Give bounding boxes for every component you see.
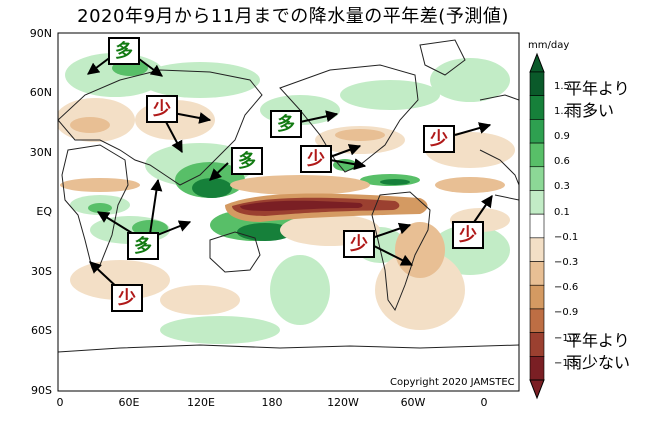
colorbar [529, 52, 545, 400]
colorbar-segment [529, 261, 545, 286]
colorbar-tick-6: 0.1 [554, 207, 570, 218]
lon-label-120e: 120E [187, 396, 215, 409]
lat-label-90s: 90S [31, 384, 52, 397]
label-less-south-atlantic: 少 [452, 221, 484, 249]
colorbar-tick-10: −0.9 [554, 307, 579, 318]
note-wet-line1: 平年より [566, 79, 630, 98]
label-more-arctic: 多 [108, 37, 140, 65]
colorbar-segment [529, 308, 545, 333]
map-title: 2020年9月から11月までの降水量の平年差(予測値) [77, 6, 509, 27]
colorbar-tick-3: 0.9 [554, 131, 570, 142]
lon-label-0-right: 0 [480, 396, 488, 409]
colorbar-segment [529, 284, 545, 310]
lon-label-0-left: 0 [56, 396, 64, 409]
colorbar-tick-4: 0.6 [554, 156, 570, 167]
colorbar-segment [529, 213, 545, 239]
note-wet-line2: 雨多い [566, 101, 615, 120]
colorbar-tick-2: 1.2 [554, 106, 570, 117]
colorbar-tick-11: −1.2 [554, 333, 579, 344]
colorbar-segment [529, 119, 545, 144]
colorbar-segment [529, 95, 545, 120]
label-less-atlantic: 少 [423, 125, 455, 153]
label-less-south-america: 少 [343, 230, 375, 258]
label-more-pacific: 多 [270, 110, 302, 138]
colorbar-tick-9: −0.6 [554, 282, 579, 293]
label-less-eurasia: 少 [146, 95, 178, 123]
colorbar-segment [529, 166, 545, 191]
colorbar-tick-12: −1.5 [554, 358, 579, 369]
label-more-east-asia: 多 [231, 147, 263, 175]
colorbar-cap-bottom [529, 379, 545, 400]
colorbar-segment [529, 71, 545, 96]
colorbar-tick-8: −0.3 [554, 257, 579, 268]
colorbar-segment [529, 142, 545, 168]
lat-label-60s: 60S [31, 324, 52, 337]
lon-label-180: 180 [261, 396, 283, 409]
colorbar-units: mm/day [528, 40, 570, 51]
label-more-africa-india: 多 [127, 232, 159, 260]
colorbar-segment [529, 332, 545, 357]
lat-label-30s: 30S [31, 265, 52, 278]
dry-anomaly-strong [225, 193, 428, 222]
lon-label-60e: 60E [118, 396, 140, 409]
lat-label-30n: 30N [29, 146, 52, 159]
label-less-north-america: 少 [300, 145, 332, 173]
note-dry-line1: 平年より [566, 331, 630, 350]
lon-label-60w: 60W [400, 396, 426, 409]
lat-label-eq: EQ [36, 205, 52, 218]
colorbar-segment [529, 237, 545, 262]
colorbar-cap-top [529, 52, 545, 73]
note-dry: 平年より 雨少ない [566, 330, 630, 374]
label-less-south-africa: 少 [111, 284, 143, 312]
lat-label-90n: 90N [29, 27, 52, 40]
colorbar-tick-7: −0.1 [554, 232, 579, 243]
colorbar-segment [529, 356, 545, 381]
lat-label-60n: 60N [29, 86, 52, 99]
colorbar-segment [529, 190, 545, 215]
copyright: Copyright 2020 JAMSTEC [390, 377, 515, 388]
colorbar-tick-1: 1.5 [554, 81, 570, 92]
colorbar-tick-5: 0.3 [554, 181, 570, 192]
lon-label-120w: 120W [327, 396, 359, 409]
note-dry-line2: 雨少ない [566, 353, 631, 372]
note-wet: 平年より 雨多い [566, 78, 630, 122]
